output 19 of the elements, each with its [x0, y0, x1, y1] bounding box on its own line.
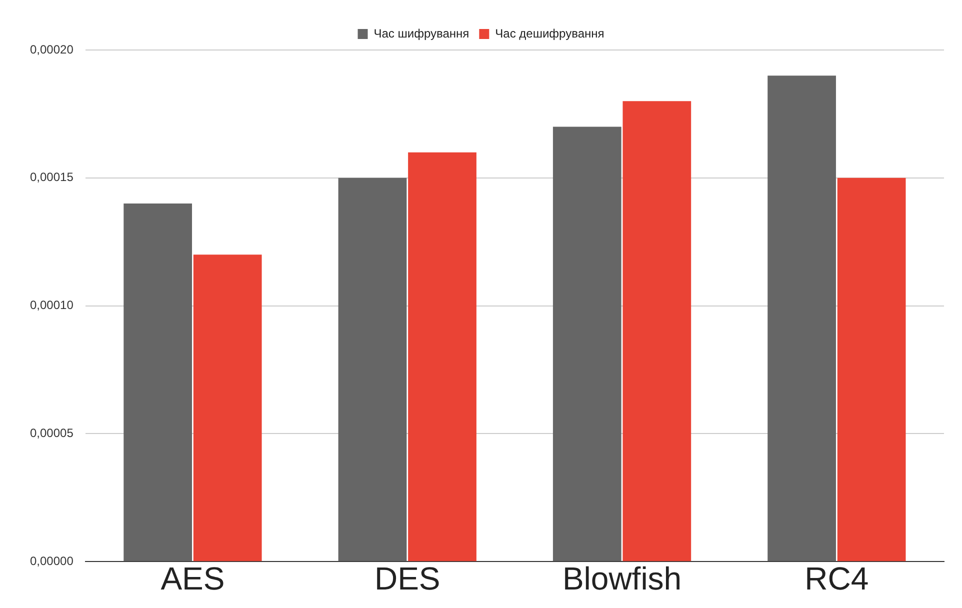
y-tick-label: 0,00005 — [30, 426, 74, 440]
bar — [768, 76, 836, 562]
y-tick-label: 0,00015 — [30, 170, 74, 184]
legend-label: Час шифрування — [374, 26, 470, 40]
x-tick-label: RC4 — [804, 560, 869, 597]
x-tick-label: AES — [160, 560, 225, 597]
x-tick-label: DES — [374, 560, 440, 597]
x-tick-label: Blowfish — [562, 560, 682, 597]
bar — [193, 254, 262, 562]
y-tick-label: 0,00020 — [30, 42, 74, 56]
y-tick-label: 0,00000 — [30, 554, 74, 568]
bar — [622, 101, 692, 562]
bar — [338, 178, 407, 562]
bar — [552, 126, 622, 562]
bar — [124, 203, 192, 562]
y-tick-label: 0,00010 — [30, 298, 74, 312]
legend-label: Час дешифрування — [495, 26, 604, 40]
bar — [837, 178, 906, 562]
bar — [408, 152, 476, 562]
